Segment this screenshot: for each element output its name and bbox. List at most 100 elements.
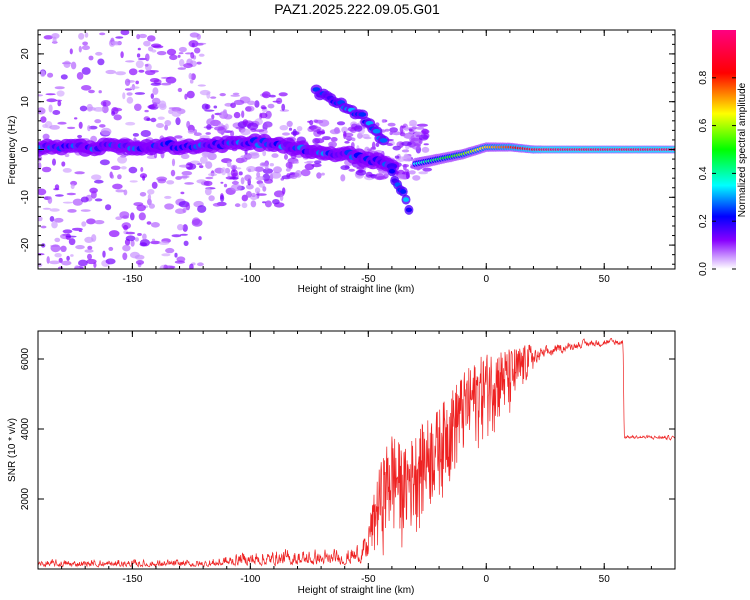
x-tick-label: -150 — [122, 574, 142, 585]
spectrogram-noise-blob — [177, 67, 186, 70]
x-tick-label: 50 — [599, 574, 611, 585]
spectrogram-noise-blob — [288, 127, 293, 131]
spectrogram-ridge-core-lower — [402, 197, 410, 202]
spectrogram-noise-blob — [38, 94, 44, 97]
spectrogram-noise-blob — [94, 119, 102, 124]
spectrogram-noise-blob — [81, 221, 87, 227]
spectrogram-noise-blob — [329, 129, 341, 135]
spectrogram-noise-blob — [53, 188, 60, 191]
spectrogram-noise-blob — [156, 123, 164, 128]
spectrogram-noise-blob — [343, 131, 347, 139]
spectrogram-noise-blob — [125, 235, 136, 242]
spectrogram-noise-blob — [111, 110, 116, 116]
spectrogram-noise-blob — [38, 162, 42, 170]
spectrogram-noise-blob — [38, 188, 47, 196]
spectrogram-noise-blob — [170, 169, 176, 177]
spectrogram-noise-blob — [279, 194, 284, 202]
spectrogram-noise-blob — [129, 86, 140, 89]
spectrogram-noise-blob — [94, 179, 104, 184]
spectrogram-noise-blob — [76, 72, 84, 80]
spectrogram-noise-blob — [105, 69, 116, 75]
spectrogram-noise-blob — [138, 212, 146, 221]
spectrogram-noise-blob — [52, 158, 56, 166]
spectrogram-noise-blob — [343, 136, 354, 140]
spectrogram-noise-blob — [174, 135, 183, 139]
spectrogram-noise-blob — [168, 109, 173, 115]
figure-title: PAZ1.2025.222.09.05.G01 — [274, 1, 440, 17]
spectrogram-noise-blob — [340, 174, 346, 182]
spectrogram-noise-blob — [178, 164, 190, 168]
spectrogram-noise-blob — [410, 137, 422, 145]
spectrogram-noise-blob — [203, 180, 213, 187]
spectrogram-noise-blob — [164, 203, 175, 210]
spectrogram-noise-blob — [42, 133, 50, 140]
snr-axes: -150 -100 -50 0 50 2000 4000 6000 — [20, 331, 676, 585]
spectrogram-noise-blob — [250, 200, 257, 208]
spectrogram-noise-blob — [179, 175, 190, 179]
spectrogram-noise-blob — [249, 152, 260, 159]
spectrogram-noise-blob — [149, 78, 160, 83]
spectrogram-noise-blob — [285, 168, 291, 172]
spectrogram-noise-blob — [81, 45, 90, 51]
spectrogram-noise-blob — [318, 119, 330, 127]
spectrogram-noise-blob — [137, 233, 142, 236]
spectrogram-noise-blob — [254, 187, 261, 194]
spectrogram-noise-blob — [234, 203, 241, 208]
spectrogram-noise-blob — [230, 169, 238, 178]
spectrogram-noise-blob — [289, 174, 298, 179]
spectrogram-noise-blob — [405, 171, 410, 179]
spectrogram-noise-blob — [240, 177, 245, 185]
spectrogram-noise-blob — [240, 155, 251, 158]
spectrogram-noise-blob — [87, 253, 92, 260]
spectrogram-noise-blob — [230, 184, 242, 191]
spectrogram-noise-blob — [144, 63, 149, 67]
y-tick-label: 10 — [20, 96, 31, 108]
spectrogram-noise-blob — [120, 51, 124, 59]
spectrogram-noise-blob — [70, 183, 75, 190]
spectrogram-noise-blob — [139, 173, 148, 179]
spectrogram-noise-blob — [144, 109, 149, 113]
spectrogram-noise-blob — [179, 59, 185, 67]
spectrogram-noise-blob — [412, 175, 421, 181]
spectrogram-noise-blob — [70, 254, 74, 257]
spectrogram-noise-blob — [174, 260, 186, 264]
spectrogram-noise-blob — [49, 216, 55, 222]
spectrogram-noise-blob — [130, 251, 140, 259]
spectrogram-noise-blob — [245, 106, 252, 112]
spectrogram-noise-blob — [78, 121, 83, 129]
spectrogram-noise-blob — [272, 199, 280, 205]
spectrogram-noise-blob — [158, 241, 170, 246]
spectrogram-noise-blob — [255, 176, 265, 181]
spectrogram-noise-blob — [150, 117, 157, 123]
spectrogram-noise-blob — [136, 204, 146, 212]
spectrogram-noise-blob — [63, 60, 71, 68]
x-tick-label: -100 — [240, 574, 260, 585]
spectrogram-noise-blob — [312, 138, 320, 145]
spectrogram-noise-blob — [204, 187, 212, 196]
spectrogram-noise-blob — [284, 154, 288, 160]
spectrogram-noise-blob — [99, 159, 110, 166]
spectrogram-noise-blob — [140, 167, 144, 172]
spectrogram-noise-blob — [197, 163, 203, 166]
spectrogram-noise-blob — [61, 260, 72, 266]
spectrogram-noise-blob — [152, 45, 164, 49]
spectrogram-noise-blob — [143, 40, 151, 47]
spectrogram-noise-blob — [87, 245, 93, 250]
spectrogram-noise-blob — [341, 126, 348, 133]
spectrogram-noise-blob — [292, 128, 297, 137]
spectrogram-noise-blob — [394, 155, 400, 159]
spectrogram-noise-blob — [322, 136, 331, 141]
spectrogram-noise-blob — [201, 103, 209, 110]
spectrogram-noise-blob — [156, 51, 167, 56]
spectrogram-noise-blob — [50, 245, 60, 247]
spectrogram-noise-blob — [230, 102, 237, 109]
spectrogram-noise-blob — [408, 170, 416, 175]
spectrogram-noise-blob — [86, 218, 96, 225]
spectrogram-noise-blob — [221, 167, 227, 176]
spectrogram-noise-blob — [357, 169, 364, 173]
spectrogram-noise-blob — [58, 257, 63, 263]
spectrogram-noise-blob — [161, 253, 171, 257]
spectrogram-noise-blob — [213, 126, 225, 131]
spectrogram-noise-blob — [296, 126, 303, 132]
